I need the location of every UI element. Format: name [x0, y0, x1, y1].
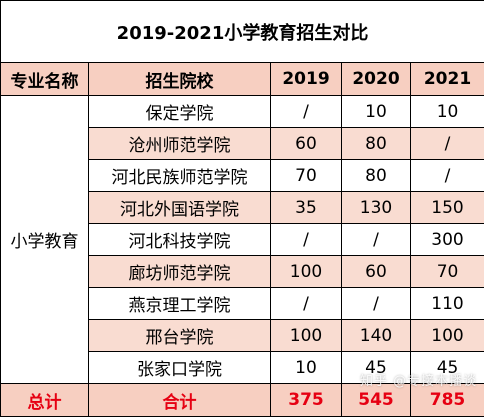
table-title: 2019-2021小学教育招生对比 — [1, 1, 484, 63]
header-2021: 2021 — [411, 63, 484, 96]
header-2020: 2020 — [342, 63, 411, 96]
value-2019: / — [271, 96, 342, 128]
value-2020: 80 — [342, 128, 411, 160]
school-cell: 廊坊师范学院 — [89, 256, 271, 288]
header-major: 专业名称 — [1, 63, 89, 96]
header-school: 招生院校 — [89, 63, 271, 96]
value-2021: 150 — [411, 192, 484, 224]
value-2019: 60 — [271, 128, 342, 160]
value-2020: 60 — [342, 256, 411, 288]
value-2019: 10 — [271, 352, 342, 384]
value-2020: 130 — [342, 192, 411, 224]
value-2021: 100 — [411, 320, 484, 352]
value-2020: 80 — [342, 160, 411, 192]
school-cell: 燕京理工学院 — [89, 288, 271, 320]
major-cell: 小学教育 — [1, 96, 89, 384]
school-cell: 保定学院 — [89, 96, 271, 128]
school-cell: 邢台学院 — [89, 320, 271, 352]
value-2019: 100 — [271, 320, 342, 352]
school-cell: 河北民族师范学院 — [89, 160, 271, 192]
value-2019: 70 — [271, 160, 342, 192]
value-2021: / — [411, 128, 484, 160]
header-2019: 2019 — [271, 63, 342, 96]
value-2019: 100 — [271, 256, 342, 288]
value-2020: / — [342, 288, 411, 320]
value-2021: 70 — [411, 256, 484, 288]
value-2019: / — [271, 288, 342, 320]
value-2021: 300 — [411, 224, 484, 256]
value-2019: 35 — [271, 192, 342, 224]
sum-label: 合计 — [89, 384, 271, 417]
school-cell: 沧州师范学院 — [89, 128, 271, 160]
value-2020: 140 — [342, 320, 411, 352]
value-2019: / — [271, 224, 342, 256]
value-2020: 10 — [342, 96, 411, 128]
value-2021: 10 — [411, 96, 484, 128]
header-row: 专业名称 招生院校 2019 2020 2021 — [1, 63, 484, 96]
school-cell: 河北外国语学院 — [89, 192, 271, 224]
value-2021: / — [411, 160, 484, 192]
total-label: 总计 — [1, 384, 89, 417]
value-2021: 110 — [411, 288, 484, 320]
table-row: 小学教育 保定学院 / 10 10 — [1, 96, 484, 128]
school-cell: 张家口学院 — [89, 352, 271, 384]
watermark: 知乎 @专接本播谈 — [360, 370, 477, 389]
total-2019: 375 — [271, 384, 342, 417]
school-cell: 河北科技学院 — [89, 224, 271, 256]
value-2020: / — [342, 224, 411, 256]
